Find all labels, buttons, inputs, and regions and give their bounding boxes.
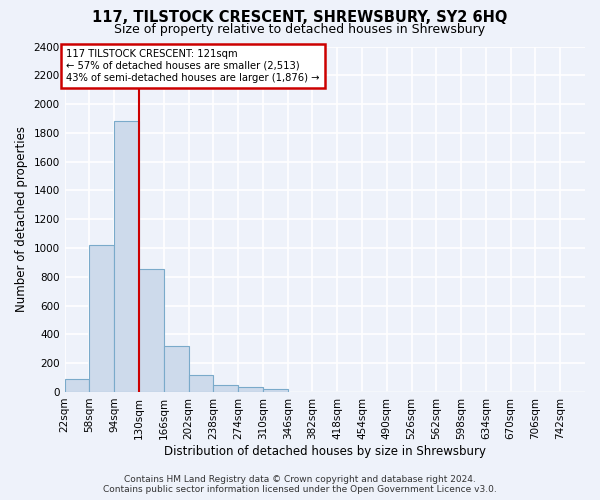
Bar <box>139 269 164 392</box>
Text: 117 TILSTOCK CRESCENT: 121sqm
← 57% of detached houses are smaller (2,513)
43% o: 117 TILSTOCK CRESCENT: 121sqm ← 57% of d… <box>66 50 320 82</box>
Bar <box>164 346 188 392</box>
Bar <box>214 385 238 392</box>
Bar <box>238 387 263 392</box>
Bar <box>188 374 214 392</box>
Bar <box>89 245 114 392</box>
Text: Contains HM Land Registry data © Crown copyright and database right 2024.
Contai: Contains HM Land Registry data © Crown c… <box>103 474 497 494</box>
Bar <box>263 389 287 392</box>
Text: Size of property relative to detached houses in Shrewsbury: Size of property relative to detached ho… <box>115 22 485 36</box>
Text: 117, TILSTOCK CRESCENT, SHREWSBURY, SY2 6HQ: 117, TILSTOCK CRESCENT, SHREWSBURY, SY2 … <box>92 10 508 25</box>
Bar <box>114 122 139 392</box>
X-axis label: Distribution of detached houses by size in Shrewsbury: Distribution of detached houses by size … <box>164 444 486 458</box>
Bar <box>65 379 89 392</box>
Y-axis label: Number of detached properties: Number of detached properties <box>15 126 28 312</box>
